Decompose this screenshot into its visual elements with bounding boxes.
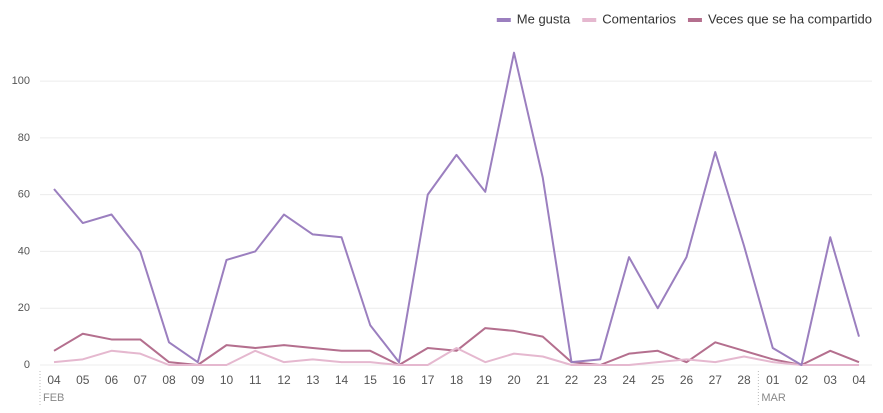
x-tick-label: 24: [622, 373, 636, 387]
y-tick-label: 100: [12, 75, 30, 87]
x-tick-label: 20: [507, 373, 521, 387]
x-tick-label: 07: [134, 373, 148, 387]
x-tick-label: 23: [594, 373, 608, 387]
y-tick-label: 40: [18, 245, 30, 257]
legend-label: Me gusta: [517, 11, 571, 26]
x-tick-label: 04: [47, 373, 61, 387]
series-line: [53, 346, 859, 366]
x-tick-label: 02: [795, 373, 809, 387]
x-tick-label: 04: [852, 373, 866, 387]
x-tick-label: 08: [162, 373, 176, 387]
x-tick-label: 22: [565, 373, 579, 387]
x-tick-label: 28: [737, 373, 751, 387]
x-tick-label: 27: [709, 373, 723, 387]
x-tick-label: 16: [392, 373, 406, 387]
x-tick-label: 26: [680, 373, 694, 387]
y-tick-label: 60: [18, 189, 30, 201]
x-tick-label: 17: [421, 373, 435, 387]
x-tick-label: 03: [824, 373, 838, 387]
x-tick-label: 15: [364, 373, 378, 387]
x-tick-label: 09: [191, 373, 205, 387]
x-tick-label: 21: [536, 373, 550, 387]
legend-label: Comentarios: [602, 11, 676, 26]
x-tick-label: 18: [450, 373, 464, 387]
x-tick-label: 11: [249, 373, 262, 387]
series-line: [53, 51, 860, 366]
x-tick-label: 06: [105, 373, 119, 387]
x-tick-label: 10: [220, 373, 234, 387]
x-tick-label: 25: [651, 373, 665, 387]
x-tick-label: 12: [277, 373, 291, 387]
legend-label: Veces que se ha compartido: [708, 11, 872, 26]
month-label: MAR: [761, 392, 786, 404]
x-tick-label: 19: [479, 373, 493, 387]
x-tick-label: 14: [335, 373, 349, 387]
y-tick-label: 80: [18, 132, 30, 144]
month-label: FEB: [43, 392, 64, 404]
x-tick-label: 05: [76, 373, 90, 387]
x-tick-label: 13: [306, 373, 320, 387]
x-tick-label: 01: [766, 373, 780, 387]
y-tick-label: 20: [18, 302, 30, 314]
y-tick-label: 0: [24, 359, 30, 371]
